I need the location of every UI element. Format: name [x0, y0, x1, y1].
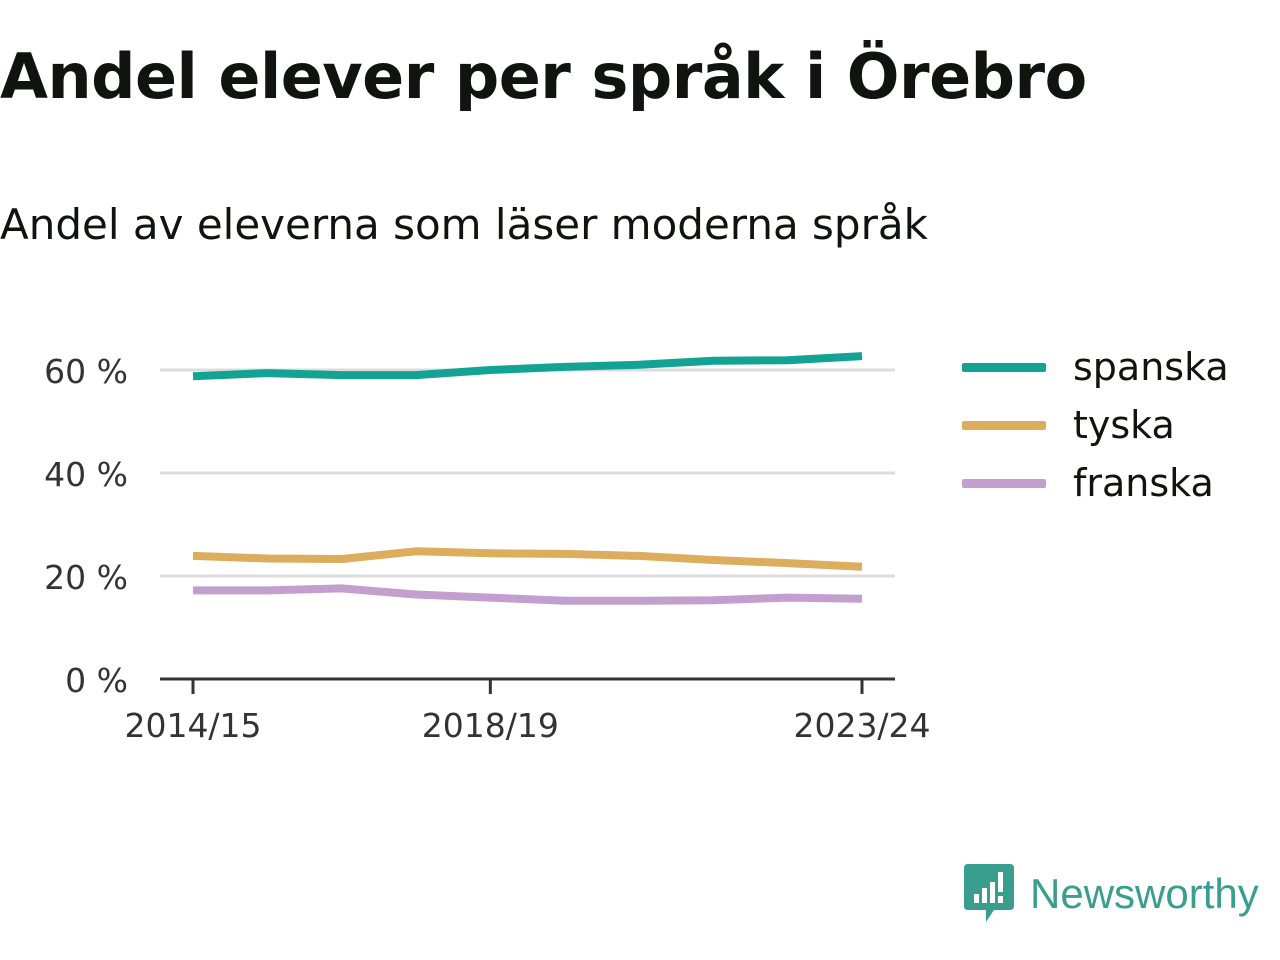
legend: spanska tyska franska: [962, 338, 1229, 512]
x-tick-label: 2023/24: [793, 706, 930, 745]
legend-swatch-spanska: [962, 362, 1046, 372]
y-tick-label: 60 %: [44, 352, 128, 391]
brand-name: Newsworthy: [1030, 870, 1259, 917]
x-axis-ticks: 2014/15 2018/19 2023/24: [124, 679, 931, 745]
series-line-spanska: [192, 352, 863, 381]
brand-logo: Newsworthy: [964, 864, 1259, 924]
x-tick-label: 2014/15: [124, 706, 261, 745]
y-tick-label: 40 %: [44, 455, 128, 494]
chart-subtitle: Andel av eleverna som läser moderna språ…: [0, 200, 928, 249]
legend-label-spanska: spanska: [1073, 345, 1229, 389]
legend-item-franska: franska: [962, 454, 1229, 512]
series-line-tyska: [192, 547, 863, 571]
grid-lines: [160, 368, 895, 578]
chart-title: Andel elever per språk i Örebro: [0, 40, 1087, 113]
legend-swatch-franska: [962, 478, 1046, 488]
x-tick-label: 2018/19: [422, 706, 559, 745]
series-line-franska: [193, 584, 863, 605]
legend-item-spanska: spanska: [962, 338, 1229, 396]
legend-label-franska: franska: [1073, 461, 1214, 505]
legend-label-tyska: tyska: [1073, 403, 1175, 447]
y-axis-ticks: 0 % 20 % 40 % 60 %: [44, 352, 128, 700]
legend-item-tyska: tyska: [962, 396, 1229, 454]
y-tick-label: 20 %: [44, 558, 128, 597]
legend-swatch-tyska: [962, 420, 1046, 430]
newsworthy-logo-icon: [964, 864, 1014, 922]
series-lines: [192, 352, 863, 605]
y-tick-label: 0 %: [65, 661, 128, 700]
